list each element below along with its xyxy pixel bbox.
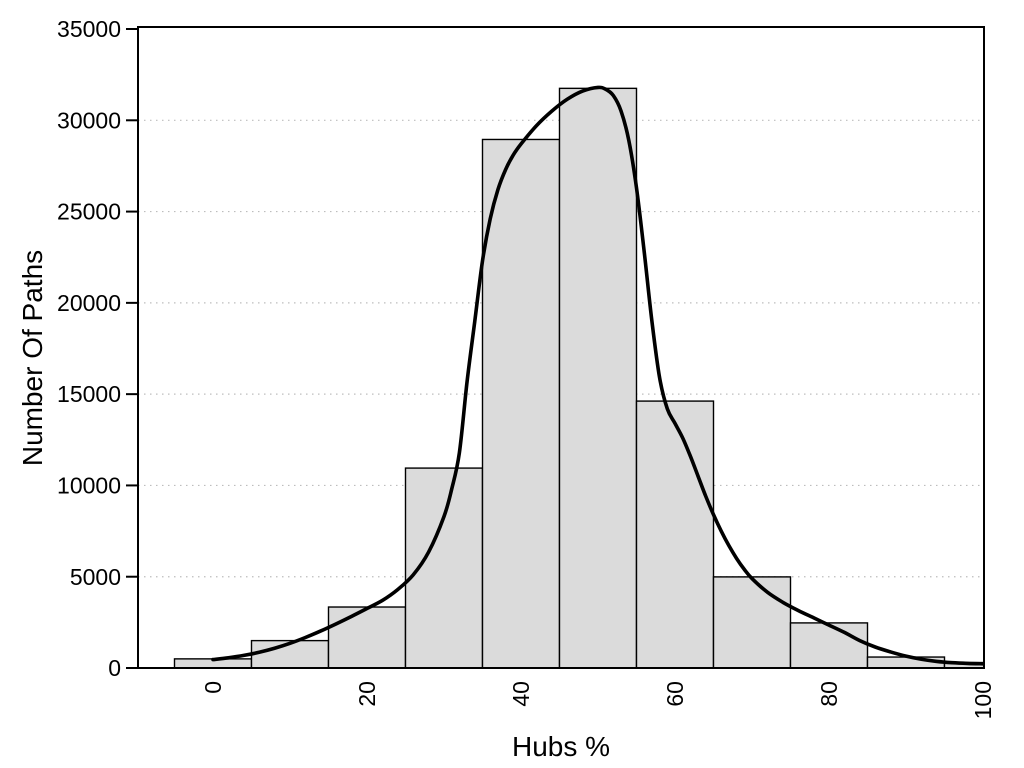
y-tick-label: 35000 [57,16,121,42]
x-tick-label: 0 [200,681,226,694]
x-tick-label: 40 [508,681,534,707]
y-tick-label: 5000 [70,564,121,590]
x-axis: 0 20 40 60 80 100 [200,681,996,719]
x-tick-label: 20 [354,681,380,707]
histogram-bar [712,576,792,668]
plot-border [137,26,985,669]
y-tick-label: 10000 [57,472,121,498]
histogram-bar [558,87,638,668]
histogram-bars [173,87,984,668]
y-tick-label: 0 [108,655,121,681]
y-tick-label: 20000 [57,290,121,316]
histogram-bar [789,622,869,668]
y-axis: 0 5000 10000 15000 20000 25000 30000 35000 [57,16,138,681]
y-tick-label: 25000 [57,199,121,225]
histogram-bar [327,606,407,668]
histogram-bar [635,400,715,668]
y-axis-title: Number Of Paths [17,250,48,466]
x-tick-label: 80 [816,681,842,707]
density-curve [211,85,984,666]
histogram-bar [481,138,561,668]
x-tick-label: 60 [662,681,688,707]
x-tick-label: 100 [970,681,996,719]
x-axis-title: Hubs % [512,731,610,762]
y-tick-label: 15000 [57,381,121,407]
y-tick-label: 30000 [57,107,121,133]
